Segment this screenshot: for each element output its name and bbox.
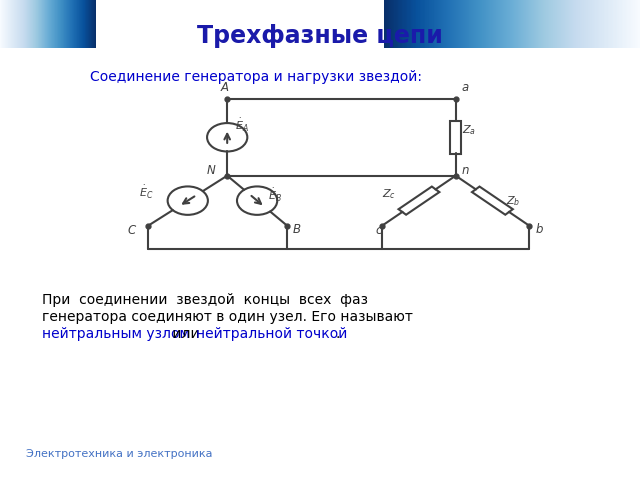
Text: a: a (461, 81, 468, 94)
Text: N: N (207, 164, 215, 177)
Text: $\dot{E}_B$: $\dot{E}_B$ (268, 187, 282, 204)
Text: A: A (221, 81, 228, 94)
Text: $Z_c$: $Z_c$ (382, 188, 396, 202)
Bar (472, 187, 513, 215)
Text: $\dot{E}_A$: $\dot{E}_A$ (236, 117, 249, 134)
Text: B: B (292, 223, 301, 236)
Text: C: C (127, 224, 136, 237)
Text: Соединение генератора и нагрузки звездой:: Соединение генератора и нагрузки звездой… (90, 70, 422, 84)
Text: .: . (335, 326, 340, 341)
Text: или: или (168, 326, 204, 341)
Text: $Z_a$: $Z_a$ (462, 123, 476, 137)
Text: b: b (536, 223, 543, 236)
Text: Электротехника и электроника: Электротехника и электроника (26, 449, 212, 458)
Text: $\dot{E}_C$: $\dot{E}_C$ (139, 183, 154, 201)
Text: генератора соединяют в один узел. Его называют: генератора соединяют в один узел. Его на… (42, 310, 412, 324)
Bar (399, 187, 440, 215)
Text: $Z_b$: $Z_b$ (506, 194, 520, 208)
Bar (451, 121, 461, 154)
Text: нейтральной точкой: нейтральной точкой (196, 326, 348, 341)
Text: n: n (461, 164, 468, 177)
Text: нейтральным узлом: нейтральным узлом (42, 326, 189, 341)
Text: Трехфазные цепи: Трехфазные цепи (197, 24, 443, 48)
Text: c: c (376, 224, 382, 237)
Text: При  соединении  звездой  концы  всех  фаз: При соединении звездой концы всех фаз (42, 293, 367, 307)
